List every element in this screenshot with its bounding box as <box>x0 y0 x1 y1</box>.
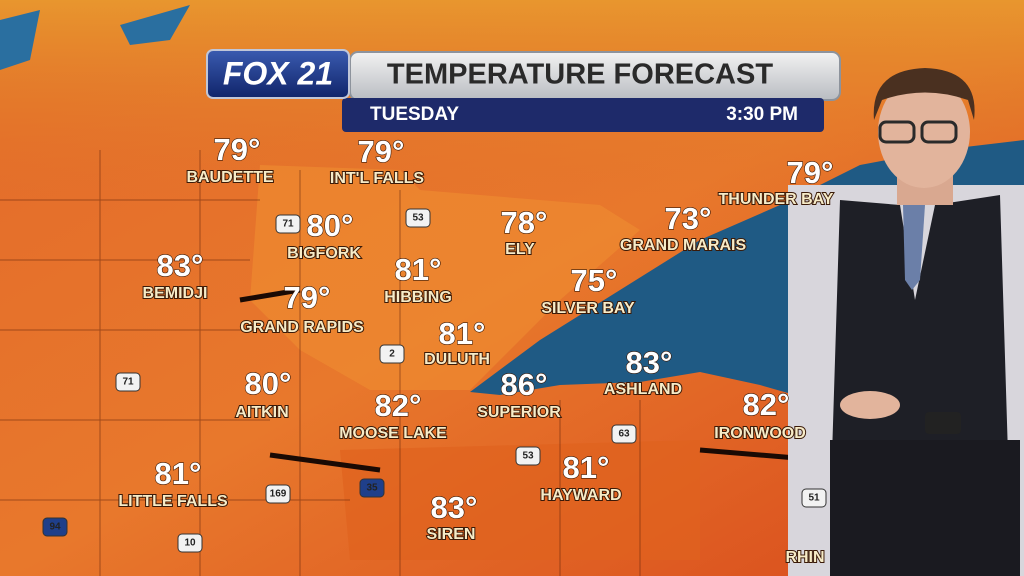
highway-number: 53 <box>522 451 534 462</box>
day: TUESDAY <box>370 104 459 125</box>
city-name: ELY <box>505 241 535 258</box>
city-name: LITTLE FALLS <box>118 493 228 510</box>
city-temp: 81° <box>395 252 442 287</box>
city-name: BAUDETTE <box>186 169 273 186</box>
trousers <box>830 440 1020 576</box>
highway-shield <box>42 517 68 537</box>
city-temp: 82° <box>743 387 790 422</box>
highway-number: 51 <box>808 493 820 504</box>
title: TEMPERATURE FORECAST <box>387 59 773 91</box>
highway-shield <box>801 488 827 508</box>
header: FOX 21 TEMPERATURE FORECAST TUESDAY 3:30… <box>206 49 841 132</box>
subtitle-bar <box>342 98 824 132</box>
lake <box>0 5 190 70</box>
city-temp: 79° <box>358 134 405 169</box>
city-temp: 79° <box>284 280 331 315</box>
city-temp: 86° <box>501 367 548 402</box>
partial-city-name: RHIN <box>785 549 824 566</box>
highway-shield <box>275 214 301 234</box>
city-name: SIREN <box>427 526 476 543</box>
city-temp: 79° <box>787 155 834 190</box>
hair <box>873 68 975 120</box>
city-temp: 78° <box>501 205 548 240</box>
forecast-region <box>340 440 700 560</box>
city-name: BIGFORK <box>287 245 361 262</box>
city-temp: 82° <box>375 388 422 423</box>
vest <box>830 195 1010 520</box>
city-name: AITKIN <box>235 404 288 421</box>
time: 3:30 PM <box>726 104 798 125</box>
highway-number: 35 <box>366 483 378 494</box>
face <box>878 76 970 188</box>
city-name: HIBBING <box>384 289 452 306</box>
city-name: GRAND RAPIDS <box>240 319 364 336</box>
city-name: ASHLAND <box>604 381 682 398</box>
logo: FOX 21 <box>223 55 333 91</box>
city-temp: 73° <box>665 201 712 236</box>
highway-shield <box>177 533 203 553</box>
clicker <box>925 412 961 434</box>
city-name: BEMIDJI <box>143 285 208 302</box>
city-name: THUNDER BAY <box>719 191 834 208</box>
county-lines <box>0 150 641 576</box>
highway-shield <box>265 484 291 504</box>
city-temp: 81° <box>439 316 486 351</box>
city-temp: 79° <box>214 132 261 167</box>
city-name: MOOSE LAKE <box>339 425 447 442</box>
highway-shield <box>379 344 405 364</box>
city-name: IRONWOOD <box>714 425 806 442</box>
logo-box <box>206 49 350 99</box>
highway-number: 71 <box>122 377 134 388</box>
city-name: HAYWARD <box>540 487 621 504</box>
city-temp: 81° <box>155 456 202 491</box>
highway-number: 2 <box>389 349 395 360</box>
highway-number: 10 <box>184 538 196 549</box>
city-temp: 75° <box>571 263 618 298</box>
city-name: INT'L FALLS <box>330 170 425 187</box>
highway-shield <box>115 372 141 392</box>
highway-number: 63 <box>618 429 630 440</box>
highway-number: 71 <box>282 219 294 230</box>
hand <box>840 391 900 419</box>
highway-number: 94 <box>49 522 61 533</box>
highway-shield <box>405 208 431 228</box>
highway-shield <box>515 446 541 466</box>
city-name: SILVER BAY <box>541 300 635 317</box>
city-temp: 80° <box>245 366 292 401</box>
presenter <box>788 68 1024 576</box>
highway-number: 169 <box>270 489 287 500</box>
tie <box>903 205 925 290</box>
highway-shield <box>611 424 637 444</box>
city-name: GRAND MARAIS <box>620 237 747 254</box>
city-name: SUPERIOR <box>477 404 561 421</box>
city-name: DULUTH <box>424 351 490 368</box>
forecast-region <box>250 165 640 390</box>
highway-shield <box>359 478 385 498</box>
city-temp: 83° <box>626 345 673 380</box>
city-temp: 83° <box>431 490 478 525</box>
city-temp: 83° <box>157 248 204 283</box>
highway-number: 53 <box>412 213 424 224</box>
city-temp: 80° <box>307 208 354 243</box>
city-temp: 81° <box>563 450 610 485</box>
highways: 71 53 2 71 35 63 53 169 10 94 51 <box>42 208 827 553</box>
